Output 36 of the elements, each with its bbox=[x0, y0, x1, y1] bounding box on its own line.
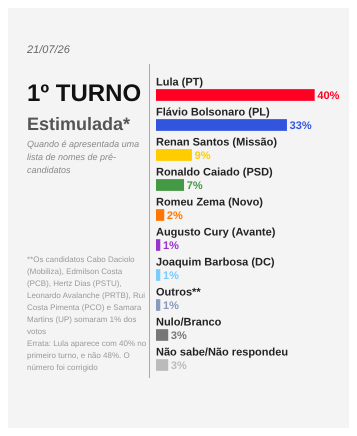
bar bbox=[156, 149, 192, 161]
bar bbox=[156, 119, 287, 131]
y-tick-label: Flávio Bolsonaro (PL) bbox=[156, 106, 270, 119]
data-label: 2% bbox=[166, 210, 184, 222]
y-tick-label: Lula (PT) bbox=[156, 76, 204, 89]
text: 1º TURNO bbox=[27, 80, 142, 108]
bar bbox=[156, 359, 168, 371]
text: 21/07/26 bbox=[27, 44, 70, 56]
y-tick-label: Renan Santos (Missão) bbox=[156, 136, 278, 149]
x-axis-title: Estimulada* bbox=[27, 114, 130, 135]
data-label: 9% bbox=[194, 150, 211, 162]
data-label: 3% bbox=[170, 330, 187, 342]
data-label: 33% bbox=[290, 120, 312, 132]
bar bbox=[156, 269, 160, 281]
y-tick-label: Ronaldo Caiado (PSD) bbox=[156, 166, 274, 179]
text: Errata: Lula aparece com 40% no primeiro turno, e não 48%. O número foi corrigido bbox=[27, 338, 148, 374]
bar bbox=[156, 299, 160, 311]
y-tick-label: Nulo/Branco bbox=[156, 316, 222, 329]
bar bbox=[156, 179, 184, 191]
text: **Os candidatos Cabo Daciolo (Mobiliza), Edmilson Costa (PCB), Hertz Dias (PSTU), Leonardo Avalanche (PRTB), Rui Costa Pimenta (PCO) e Samara Martins (UP) somaram 1% dos votos bbox=[27, 254, 145, 338]
data-label: 1% bbox=[162, 240, 180, 252]
data-label: 1% bbox=[162, 300, 180, 312]
data-label: 1% bbox=[162, 270, 180, 282]
y-tick-label: Romeu Zema (Novo) bbox=[156, 196, 264, 209]
data-label: 7% bbox=[186, 180, 203, 192]
bar bbox=[156, 329, 168, 341]
y-tick-label: Outros** bbox=[156, 286, 202, 299]
text: Quando é apresentada uma lista de nomes de pré-candidatos bbox=[27, 138, 140, 177]
y-tick-label: Joaquim Barbosa (DC) bbox=[156, 256, 275, 269]
data-label: 40% bbox=[317, 90, 340, 102]
bar bbox=[156, 209, 164, 221]
data-label: 3% bbox=[170, 360, 187, 372]
y-tick-label: Augusto Cury (Avante) bbox=[156, 226, 276, 239]
bar bbox=[156, 89, 315, 101]
bar bbox=[156, 239, 160, 251]
y-tick-label: Não sabe/Não respondeu bbox=[156, 346, 288, 359]
